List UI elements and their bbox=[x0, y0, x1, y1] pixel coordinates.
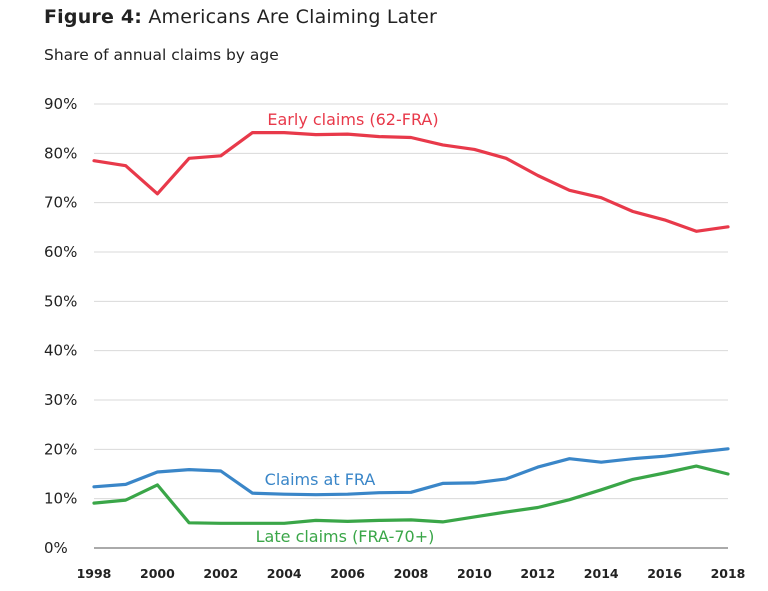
x-tick-label: 2006 bbox=[330, 566, 365, 581]
y-tick-label: 90% bbox=[44, 95, 77, 113]
y-tick-label: 30% bbox=[44, 391, 77, 409]
series-line bbox=[92, 131, 730, 233]
y-tick-label: 10% bbox=[44, 490, 77, 508]
chart-subtitle: Share of annual claims by age bbox=[44, 46, 279, 64]
y-tick-label: 50% bbox=[44, 292, 77, 310]
x-tick-label: 2004 bbox=[267, 566, 302, 581]
x-tick-label: 2016 bbox=[647, 566, 682, 581]
x-tick-label: 2018 bbox=[711, 566, 746, 581]
figure-title: Americans Are Claiming Later bbox=[148, 6, 438, 28]
x-tick-label: 2008 bbox=[394, 566, 429, 581]
series-label: Claims at FRA bbox=[265, 470, 376, 489]
x-tick-label: 2012 bbox=[520, 566, 555, 581]
x-tick-label: 2002 bbox=[203, 566, 238, 581]
x-tick-label: 1998 bbox=[77, 566, 112, 581]
chart-title: Figure 4: Americans Are Claiming Later bbox=[44, 6, 437, 28]
series-label: Late claims (FRA-70+) bbox=[256, 527, 435, 546]
y-tick-label: 40% bbox=[44, 342, 77, 360]
y-tick-label: 20% bbox=[44, 440, 77, 458]
y-tick-label: 60% bbox=[44, 243, 77, 261]
x-tick-label: 2014 bbox=[584, 566, 619, 581]
y-tick-label: 80% bbox=[44, 144, 77, 162]
y-tick-label: 0% bbox=[44, 539, 68, 557]
series-line bbox=[92, 447, 730, 497]
x-tick-label: 2000 bbox=[140, 566, 175, 581]
figure-number: Figure 4: bbox=[44, 6, 143, 28]
y-tick-label: 70% bbox=[44, 194, 77, 212]
series-label: Early claims (62-FRA) bbox=[267, 110, 438, 129]
series-line bbox=[92, 464, 730, 525]
x-tick-label: 2010 bbox=[457, 566, 492, 581]
